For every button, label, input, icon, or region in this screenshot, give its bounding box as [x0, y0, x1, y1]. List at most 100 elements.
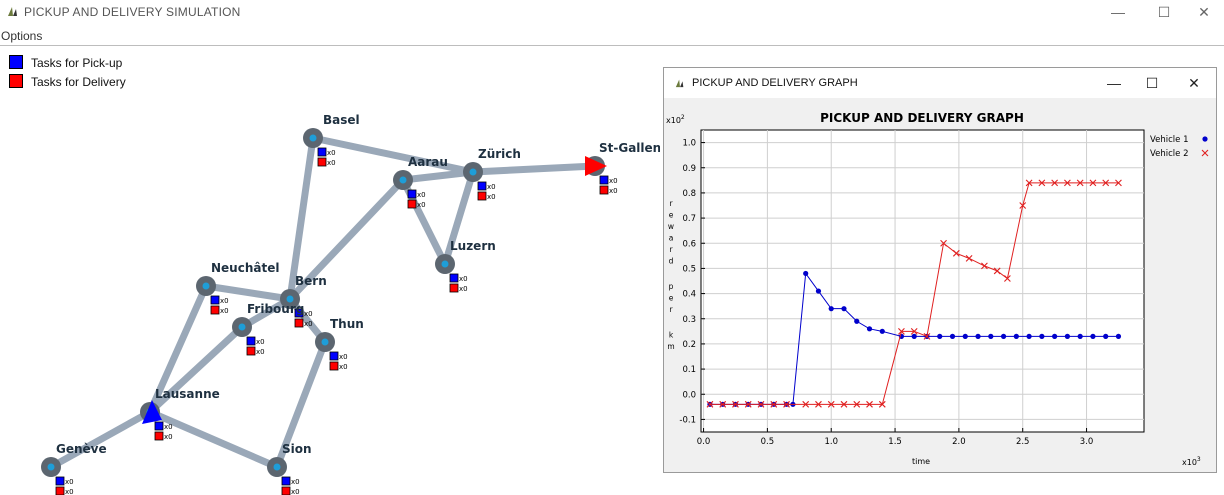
- pickup-task-count: x0: [291, 478, 300, 486]
- y-axis-label-char: p: [669, 282, 674, 291]
- reward-chart: PICKUP AND DELIVERY GRAPH x102 x103 time…: [666, 111, 1209, 467]
- close-button[interactable]: ✕: [1198, 4, 1210, 20]
- y-axis-label-char: r: [669, 305, 673, 314]
- series-line-2: [709, 182, 1119, 405]
- data-point: [878, 400, 886, 408]
- city-node[interactable]: Genève x0 x0: [41, 442, 107, 495]
- delivery-task-square: [246, 346, 256, 356]
- data-point: [828, 306, 834, 312]
- data-point: [952, 249, 960, 257]
- y-axis-label-char: r: [669, 245, 673, 254]
- city-label: Bern: [295, 274, 327, 288]
- delivery-task-count: x0: [256, 348, 265, 356]
- delivery-task-square: [154, 431, 164, 441]
- data-point: [1051, 179, 1059, 187]
- y-tick-label: -0.1: [679, 415, 696, 425]
- data-point: [940, 239, 947, 247]
- y-tick-label: 0.2: [682, 340, 696, 350]
- y-axis-label-char: k: [669, 331, 674, 340]
- data-point: [981, 262, 988, 270]
- data-point: [937, 333, 943, 339]
- data-point: [757, 400, 765, 408]
- city-center-dot: [273, 463, 281, 471]
- city-node[interactable]: Basel x0 x0: [303, 113, 360, 167]
- road: [146, 323, 246, 416]
- chart-series: [706, 179, 1122, 408]
- city-node[interactable]: Sion x0 x0: [267, 442, 312, 495]
- data-point: [1026, 333, 1032, 339]
- city-node[interactable]: Fribourg x0 x0: [232, 302, 304, 356]
- y-tick-label: 0.9: [682, 164, 696, 174]
- delivery-task-count: x0: [220, 307, 229, 315]
- delivery-task-square: [281, 486, 291, 495]
- chart-grid: 0.0 0.5 1.0 1.5 2.0 2.5 3.0 -0.1 0.0 0.1 0.2 0.3 0.4…: [679, 129, 1145, 447]
- delivery-task-count: x0: [164, 433, 173, 441]
- topology-map[interactable]: Basel x0 x0 Zürich x0 x0 Aarau x0 x0 St-Gallen x0 x…: [0, 46, 660, 495]
- x-tick-label: 1.5: [888, 437, 902, 447]
- pickup-task-count: x0: [417, 191, 426, 199]
- data-point: [993, 267, 1001, 275]
- delivery-task-square: [210, 305, 220, 315]
- data-point: [1038, 179, 1046, 187]
- chart-title: PICKUP AND DELIVERY GRAPH: [820, 111, 1024, 125]
- data-point: [815, 288, 822, 294]
- city-node[interactable]: Aarau x0 x0: [393, 155, 448, 209]
- city-node[interactable]: Luzern x0 x0: [435, 239, 496, 293]
- pickup-task-count: x0: [339, 353, 348, 361]
- graph-maximize-button[interactable]: ☐: [1145, 75, 1159, 91]
- maximize-button[interactable]: ☐: [1157, 4, 1171, 20]
- x-multiplier: x103: [1182, 456, 1201, 467]
- data-point: [732, 400, 739, 408]
- x-axis-label: time: [912, 457, 930, 466]
- data-point: [1089, 179, 1097, 187]
- data-point: [1115, 333, 1122, 339]
- city-center-dot: [202, 282, 210, 290]
- data-point: [827, 400, 835, 408]
- y-tick-label: 1.0: [682, 139, 696, 149]
- graph-window-title: PICKUP AND DELIVERY GRAPH: [692, 77, 858, 89]
- delivery-task-square: [449, 283, 459, 293]
- city-node[interactable]: Neuchâtel x0 x0: [196, 261, 279, 315]
- data-point: [898, 327, 905, 335]
- graph-close-button[interactable]: ✕: [1188, 75, 1200, 91]
- legend-marker: [1201, 149, 1209, 157]
- window-title: PICKUP AND DELIVERY SIMULATION: [24, 5, 241, 19]
- menu-options[interactable]: Options: [1, 29, 43, 43]
- data-point: [744, 400, 752, 408]
- road: [146, 408, 281, 471]
- pickup-task-square: [407, 189, 417, 199]
- city-label: Aarau: [408, 155, 448, 169]
- main-titlebar[interactable]: PICKUP AND DELIVERY SIMULATION — ☐ ✕: [0, 0, 1224, 24]
- y-axis-label-char: w: [668, 222, 674, 231]
- graph-minimize-button[interactable]: —: [1107, 75, 1121, 91]
- data-point: [988, 333, 994, 339]
- city-center-dot: [321, 338, 329, 346]
- pickup-task-count: x0: [65, 478, 74, 486]
- city-center-dot: [286, 295, 294, 303]
- city-label: Lausanne: [155, 387, 220, 401]
- graph-window-titlebar[interactable]: PICKUP AND DELIVERY GRAPH — ☐ ✕: [664, 68, 1216, 98]
- minimize-button[interactable]: —: [1111, 4, 1125, 20]
- city-node[interactable]: Thun x0 x0: [315, 317, 364, 371]
- pickup-task-square: [55, 476, 65, 486]
- data-point: [841, 306, 847, 312]
- data-point: [965, 254, 973, 262]
- y-tick-label: 0.3: [682, 315, 696, 325]
- pickup-task-count: x0: [220, 297, 229, 305]
- vehicle-2-marker: [585, 156, 607, 176]
- data-point: [1115, 179, 1122, 187]
- y-axis-label-char: e: [669, 294, 674, 303]
- data-point: [911, 333, 917, 339]
- city-node[interactable]: Bern x0 x0: [280, 274, 327, 328]
- delivery-task-square: [477, 191, 487, 201]
- data-point: [962, 333, 968, 339]
- city-center-dot: [469, 168, 477, 176]
- pickup-legend-label: Tasks for Pick-up: [31, 56, 123, 70]
- data-point: [1103, 333, 1109, 339]
- data-point: [866, 400, 873, 408]
- delivery-task-count: x0: [327, 159, 336, 167]
- city-node[interactable]: Zürich x0 x0: [463, 147, 521, 201]
- pickup-task-square: [329, 351, 339, 361]
- road: [273, 338, 329, 471]
- graph-window[interactable]: PICKUP AND DELIVERY GRAPH — ☐ ✕ PICKUP A…: [663, 67, 1217, 473]
